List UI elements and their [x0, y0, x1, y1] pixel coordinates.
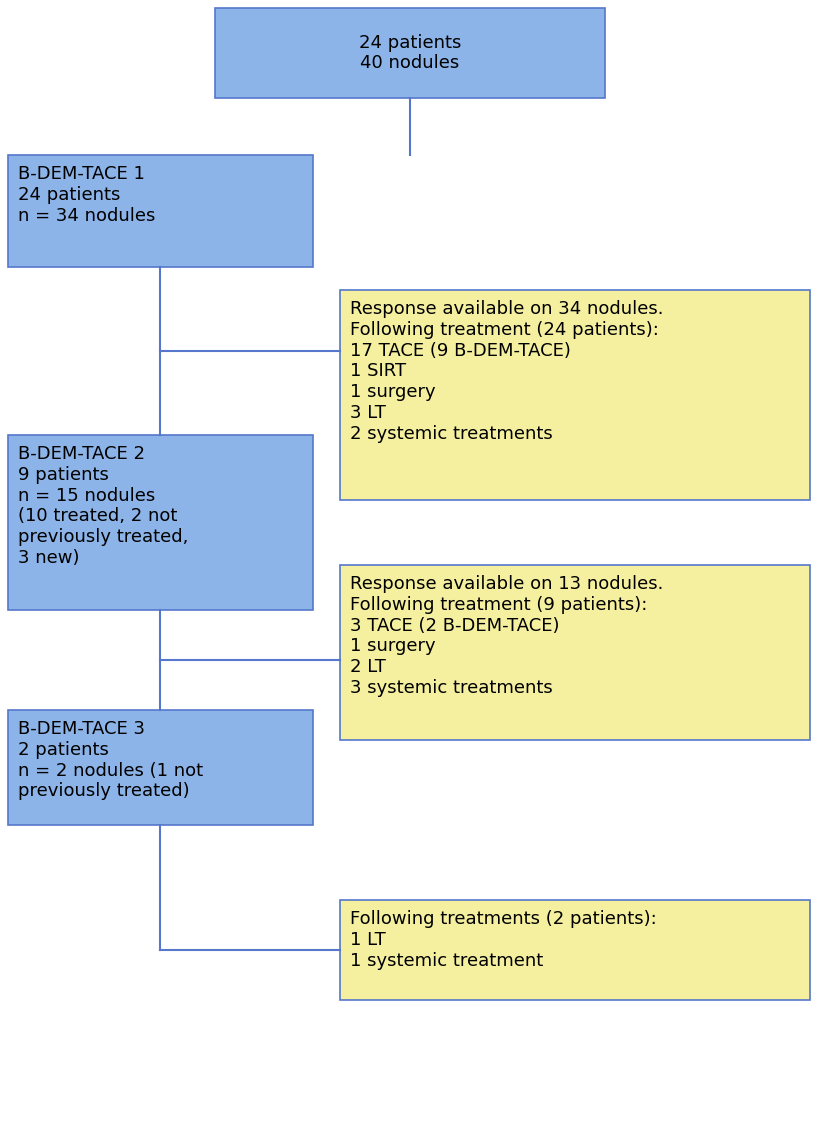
FancyBboxPatch shape: [215, 8, 605, 98]
FancyBboxPatch shape: [8, 155, 313, 267]
Text: Following treatments (2 patients):
1 LT
1 systemic treatment: Following treatments (2 patients): 1 LT …: [350, 910, 657, 970]
Text: B-DEM-TACE 2
9 patients
n = 15 nodules
(10 treated, 2 not
previously treated,
3 : B-DEM-TACE 2 9 patients n = 15 nodules (…: [18, 445, 188, 567]
Text: B-DEM-TACE 3
2 patients
n = 2 nodules (1 not
previously treated): B-DEM-TACE 3 2 patients n = 2 nodules (1…: [18, 720, 203, 800]
FancyBboxPatch shape: [340, 290, 810, 500]
FancyBboxPatch shape: [340, 901, 810, 1001]
Text: Response available on 34 nodules.
Following treatment (24 patients):
17 TACE (9 : Response available on 34 nodules. Follow…: [350, 300, 663, 442]
Text: 24 patients
40 nodules: 24 patients 40 nodules: [359, 34, 461, 73]
FancyBboxPatch shape: [8, 435, 313, 609]
FancyBboxPatch shape: [340, 565, 810, 740]
Text: Response available on 13 nodules.
Following treatment (9 patients):
3 TACE (2 B-: Response available on 13 nodules. Follow…: [350, 575, 663, 697]
Text: B-DEM-TACE 1
24 patients
n = 34 nodules: B-DEM-TACE 1 24 patients n = 34 nodules: [18, 165, 155, 225]
FancyBboxPatch shape: [8, 709, 313, 825]
